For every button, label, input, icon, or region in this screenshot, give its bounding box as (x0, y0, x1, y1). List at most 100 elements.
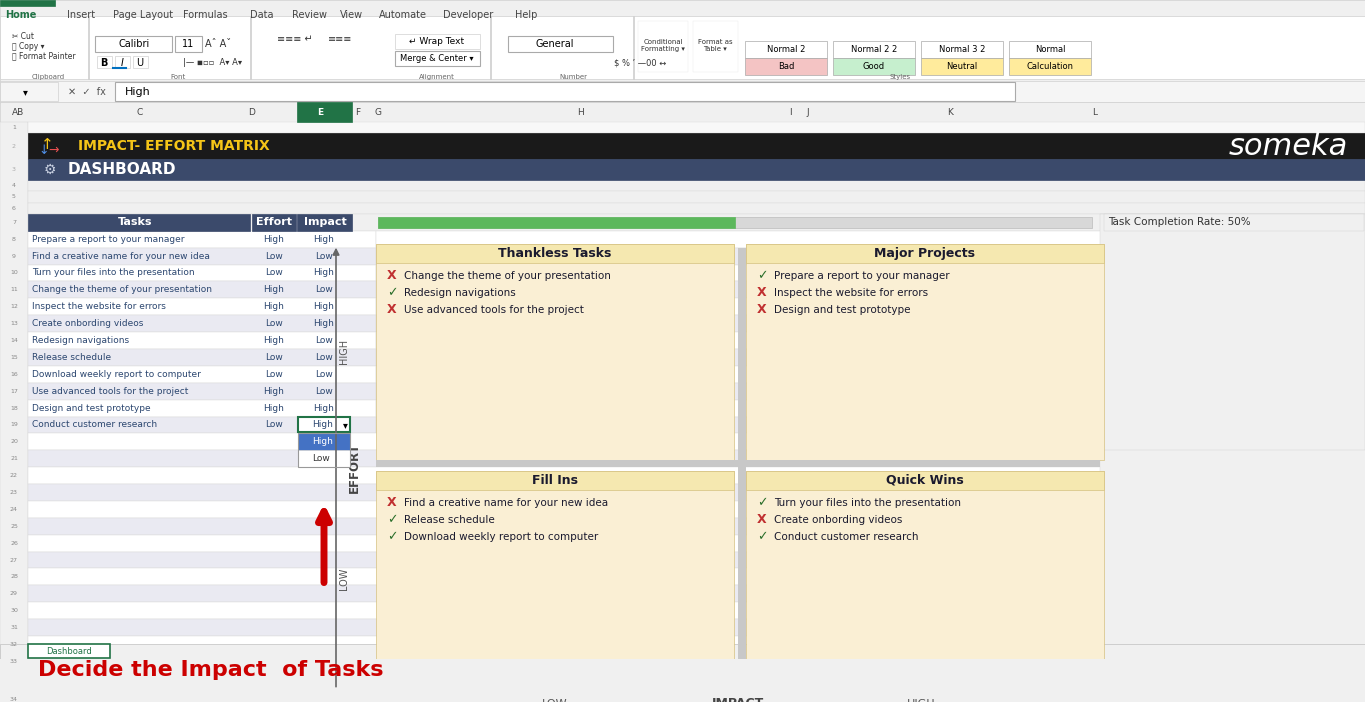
FancyBboxPatch shape (375, 471, 734, 490)
Text: 3: 3 (12, 167, 16, 172)
Text: 11: 11 (10, 287, 18, 292)
Text: Major Projects: Major Projects (875, 247, 976, 260)
FancyBboxPatch shape (29, 133, 1365, 159)
FancyBboxPatch shape (0, 81, 1365, 102)
FancyBboxPatch shape (0, 102, 1365, 122)
FancyBboxPatch shape (29, 636, 1100, 653)
Text: Low: Low (315, 353, 333, 362)
Text: 19: 19 (10, 423, 18, 428)
Text: F: F (355, 108, 360, 117)
FancyBboxPatch shape (29, 203, 1365, 214)
Text: ▾: ▾ (343, 420, 348, 430)
Text: Task Completion Rate: 50%: Task Completion Rate: 50% (1108, 218, 1250, 227)
Text: ↑: ↑ (41, 137, 53, 152)
FancyBboxPatch shape (29, 484, 1100, 501)
Text: 27: 27 (10, 557, 18, 562)
Text: Aˆ Aˇ: Aˆ Aˇ (205, 39, 231, 49)
Text: High: High (263, 336, 284, 345)
FancyBboxPatch shape (378, 217, 1092, 228)
Text: X: X (388, 303, 397, 316)
Text: 34: 34 (10, 697, 18, 702)
Text: High: High (263, 303, 284, 311)
FancyBboxPatch shape (29, 416, 375, 433)
FancyBboxPatch shape (375, 399, 1127, 416)
Text: Create onbording videos: Create onbording videos (31, 319, 143, 328)
Text: Release schedule: Release schedule (404, 515, 494, 524)
Text: Font: Font (171, 74, 186, 80)
Text: 14: 14 (10, 338, 18, 343)
FancyBboxPatch shape (375, 244, 734, 460)
Text: Normal 3 2: Normal 3 2 (939, 45, 986, 54)
Text: EFFORT: EFFORT (348, 442, 360, 493)
Text: ▾: ▾ (23, 87, 27, 97)
Text: C: C (136, 108, 143, 117)
FancyBboxPatch shape (375, 248, 1127, 265)
FancyBboxPatch shape (29, 282, 375, 298)
FancyBboxPatch shape (29, 399, 375, 416)
Text: 8: 8 (12, 237, 16, 241)
FancyBboxPatch shape (29, 691, 1365, 702)
Text: Normal 2: Normal 2 (767, 45, 805, 54)
FancyBboxPatch shape (115, 81, 1016, 101)
Text: 17: 17 (10, 389, 18, 394)
Text: Low: Low (265, 353, 283, 362)
FancyBboxPatch shape (29, 315, 375, 332)
Text: 20: 20 (10, 439, 18, 444)
Text: Neutral: Neutral (946, 62, 977, 71)
Text: ⚙: ⚙ (44, 163, 56, 177)
Text: Conduct customer research: Conduct customer research (774, 531, 919, 541)
Text: Alignment: Alignment (419, 74, 455, 80)
Text: High: High (263, 387, 284, 396)
Text: 26: 26 (10, 541, 18, 545)
Text: 7: 7 (12, 220, 16, 225)
Text: LOW: LOW (542, 698, 568, 702)
Text: Find a creative name for your new idea: Find a creative name for your new idea (404, 498, 609, 508)
FancyBboxPatch shape (375, 366, 1127, 383)
Text: X: X (388, 270, 397, 282)
Text: Home: Home (5, 10, 37, 20)
FancyBboxPatch shape (0, 0, 55, 6)
FancyBboxPatch shape (132, 56, 147, 69)
Text: LOW: LOW (339, 568, 349, 590)
Text: Normal: Normal (1035, 45, 1065, 54)
Text: HIGH: HIGH (339, 339, 349, 364)
Text: High: High (126, 87, 150, 97)
Text: ↵ Wrap Text: ↵ Wrap Text (410, 37, 464, 46)
Text: High: High (313, 437, 333, 446)
Text: Formulas: Formulas (183, 10, 228, 20)
FancyBboxPatch shape (0, 644, 1365, 658)
Text: Download weekly report to computer: Download weekly report to computer (404, 531, 598, 541)
FancyBboxPatch shape (29, 383, 375, 399)
Text: 9: 9 (12, 253, 16, 258)
Text: Developer: Developer (444, 10, 493, 20)
FancyBboxPatch shape (29, 159, 1365, 180)
FancyBboxPatch shape (1009, 58, 1091, 75)
Text: Low: Low (265, 420, 283, 430)
Text: Thankless Tasks: Thankless Tasks (498, 247, 612, 260)
Text: Calibri: Calibri (119, 39, 150, 49)
Text: Bad: Bad (778, 62, 794, 71)
Text: Dashboard: Dashboard (46, 647, 91, 656)
Text: $ % ’ —00 ↔: $ % ’ —00 ↔ (614, 58, 666, 67)
Text: Effort: Effort (257, 218, 292, 227)
Text: 12: 12 (10, 304, 18, 310)
Text: High: High (314, 404, 334, 413)
FancyBboxPatch shape (29, 349, 375, 366)
FancyBboxPatch shape (375, 471, 734, 687)
Text: IMPACT- EFFORT MATRIX: IMPACT- EFFORT MATRIX (78, 139, 270, 153)
Text: Design and test prototype: Design and test prototype (31, 404, 150, 413)
Text: Tasks: Tasks (117, 218, 153, 227)
Text: Impact: Impact (303, 218, 347, 227)
FancyBboxPatch shape (375, 282, 1127, 298)
Text: High: High (263, 286, 284, 294)
Text: X: X (758, 286, 767, 299)
Text: Redesign navigations: Redesign navigations (31, 336, 130, 345)
Text: 31: 31 (10, 625, 18, 630)
Text: 11: 11 (182, 39, 194, 49)
FancyBboxPatch shape (1100, 214, 1365, 450)
Text: ✓: ✓ (756, 496, 767, 510)
Text: High: High (314, 319, 334, 328)
Text: X: X (758, 513, 767, 526)
FancyBboxPatch shape (921, 58, 1003, 75)
Text: High: High (263, 404, 284, 413)
